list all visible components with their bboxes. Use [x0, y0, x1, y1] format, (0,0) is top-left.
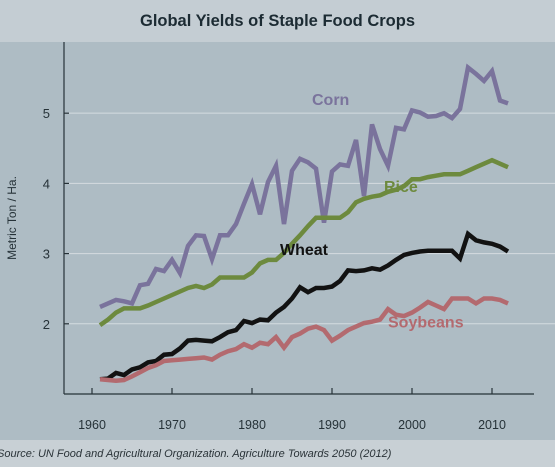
- series-label-corn: Corn: [312, 92, 349, 109]
- title-bar: Global Yields of Staple Food Crops: [0, 0, 555, 42]
- series-label-rice: Rice: [384, 179, 418, 196]
- series-line-corn: [99, 63, 509, 309]
- source-note: Source: UN Food and Agricultural Organiz…: [0, 447, 392, 460]
- y-tick-label-3: 3: [43, 247, 50, 262]
- series-line-soybeans: [99, 296, 509, 383]
- x-tick-label-2010: 2010: [478, 418, 506, 432]
- y-tick-label-5: 5: [43, 106, 50, 121]
- series-label-soybeans: Soybeans: [388, 314, 464, 331]
- plot-area: 2 3 4 5 1960 1970 1980 1990 2000 2010 Metric Ton /…: [0, 42, 555, 440]
- x-tick-label-2000: 2000: [398, 418, 426, 432]
- x-tick-label-1970: 1970: [158, 418, 186, 432]
- x-tick-label-1990: 1990: [318, 418, 346, 432]
- source-bar: Source: UN Food and Agricultural Organiz…: [0, 440, 555, 467]
- x-tick-label-1980: 1980: [238, 418, 266, 432]
- y-tick-label-4: 4: [43, 176, 50, 191]
- y-axis-label: Metric Ton / Ha.: [5, 176, 19, 260]
- line-chart: 2 3 4 5 1960 1970 1980 1990 2000 2010 Metric Ton /…: [5, 42, 555, 432]
- series-line-rice: [98, 157, 509, 328]
- series-line-wheat: [99, 230, 510, 382]
- y-tick-label-2: 2: [43, 317, 50, 332]
- chart-title: Global Yields of Staple Food Crops: [139, 11, 416, 30]
- x-tick-label-1960: 1960: [78, 418, 106, 432]
- series-label-wheat: Wheat: [280, 242, 329, 259]
